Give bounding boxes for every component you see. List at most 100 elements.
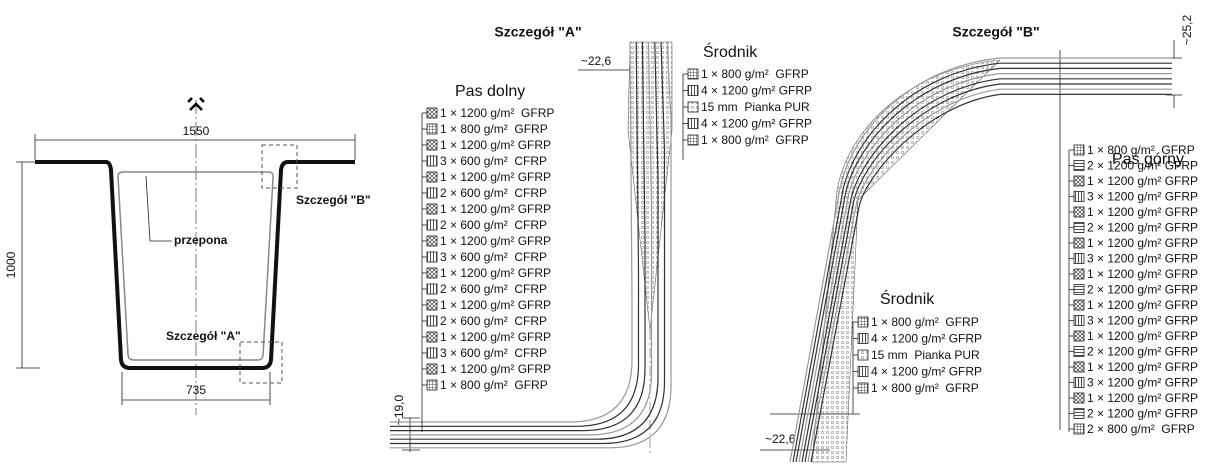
layer-icon <box>1073 175 1085 187</box>
list-title: Pas górny <box>1112 151 1184 168</box>
layer-label: 2 × 600 g/m² CFRP <box>440 282 547 296</box>
flange-thickness: ~25,2 <box>1180 14 1194 45</box>
layer-label: 1 × 1200 g/m² GFRP <box>1087 298 1198 312</box>
layer-icon <box>857 349 869 361</box>
layer-icon <box>1073 237 1085 249</box>
layer-label: 2 × 1200 g/m² GFRP <box>1087 345 1198 359</box>
layer-label: 3 × 600 g/m² CFRP <box>440 154 547 168</box>
laminate-line <box>801 78 1172 463</box>
dim-height: 1000 <box>4 251 18 278</box>
layer-label: 1 × 1200 g/m² GFRP <box>440 234 551 248</box>
layer-label: 3 × 600 g/m² CFRP <box>440 346 547 360</box>
layer-label: 3 × 1200 g/m² GFRP <box>1087 190 1198 204</box>
layer-label: 1 × 1200 g/m² GFRP <box>440 170 551 184</box>
laminate-line <box>789 57 1172 463</box>
dim-width: 1550 <box>183 124 210 138</box>
layer-icon <box>426 235 438 247</box>
detail-b-ref: Szczegół "B" <box>296 193 371 207</box>
layer-icon <box>687 134 699 146</box>
layer-label: 2 × 1200 g/m² GFRP <box>1087 407 1198 421</box>
layer-label: 1 × 800 g/m² GFRP <box>871 315 979 329</box>
laminate-line <box>804 83 1172 463</box>
web-thickness: ~22,6 <box>765 432 796 446</box>
layer-icon <box>426 347 438 359</box>
laminate-line <box>807 88 1172 463</box>
layer-icon <box>1073 253 1085 264</box>
layer-label: 3 × 600 g/m² CFRP <box>440 250 547 264</box>
layer-label: 2 × 800 g/m² GFRP <box>1087 422 1195 436</box>
layer-icon <box>687 118 699 129</box>
layer-label: 1 × 800 g/m² GFRP <box>1087 143 1195 157</box>
layer-icon <box>1073 392 1085 404</box>
layer-label: 3 × 1200 g/m² GFRP <box>1087 252 1198 266</box>
layer-icon <box>857 316 869 328</box>
laminate-line <box>390 41 666 445</box>
detail-title: Szczegół "B" <box>952 24 1039 40</box>
layer-label: 2 × 1200 g/m² GFRP <box>1087 283 1198 297</box>
layer-icon <box>1073 268 1085 280</box>
layer-label: 4 × 1200 g/m² GFRP <box>701 117 812 131</box>
laminate-line <box>390 41 659 440</box>
dim-bottom: 735 <box>186 383 206 397</box>
layer-icon <box>1073 330 1085 342</box>
detail-a-ref: Szczegół "A" <box>166 329 241 343</box>
layer-label: 1 × 1200 g/m² GFRP <box>440 362 551 376</box>
layer-icon <box>426 155 438 167</box>
layer-label: 2 × 600 g/m² CFRP <box>440 218 547 232</box>
layer-icon <box>1073 206 1085 218</box>
layer-label: 1 × 1200 g/m² GFRP <box>1087 391 1198 405</box>
layer-label: 3 × 1200 g/m² GFRP <box>1087 314 1198 328</box>
layer-label: 4 × 1200 g/m² GFRP <box>871 365 982 379</box>
layer-icon <box>426 331 438 343</box>
overview: 1550 1000 735 przepona Szczegół "B" Szcz… <box>4 97 371 415</box>
layer-icon <box>1073 299 1085 311</box>
layer-label: 15 mm Pianka PUR <box>701 100 810 114</box>
layer-icon <box>1073 222 1085 233</box>
layer-icon <box>426 299 438 311</box>
layer-label: 1 × 1200 g/m² GFRP <box>1087 205 1198 219</box>
layer-label: 1 × 1200 g/m² GFRP <box>1087 236 1198 250</box>
layer-label: 4 × 1200 g/m² GFRP <box>701 84 812 98</box>
diaphragm-label: przepona <box>174 233 228 247</box>
detail-a: Szczegół "A" ~22,6 ~19,0 Pas dolny 1 × 12… <box>390 24 812 455</box>
layer-icon <box>426 123 438 135</box>
laminate-line <box>390 41 640 427</box>
flange-thickness: ~19,0 <box>392 394 406 425</box>
layer-label: 1 × 1200 g/m² GFRP <box>440 330 551 344</box>
layer-icon <box>687 101 699 113</box>
layer-label: 2 × 600 g/m² CFRP <box>440 314 547 328</box>
layer-icon <box>426 203 438 215</box>
layer-label: 1 × 1200 g/m² GFRP <box>440 298 551 312</box>
laminate-line <box>390 41 672 449</box>
layer-label: 15 mm Pianka PUR <box>871 348 980 362</box>
layer-icon <box>426 251 438 263</box>
layer-label: 1 × 1200 g/m² GFRP <box>440 106 554 120</box>
layer-label: 2 × 600 g/m² CFRP <box>440 186 547 200</box>
layer-icon <box>1073 408 1085 419</box>
layer-icon <box>1073 346 1085 357</box>
layer-label: 2 × 1200 g/m² GFRP <box>1087 159 1198 173</box>
layer-label: 1 × 800 g/m² GFRP <box>440 378 548 392</box>
layer-label: 1 × 1200 g/m² GFRP <box>440 266 551 280</box>
layer-label: 4 × 1200 g/m² GFRP <box>871 332 982 346</box>
layer-icon <box>687 85 699 96</box>
layer-icon <box>426 283 438 295</box>
list-title: Środnik <box>880 289 935 308</box>
layer-label: 1 × 800 g/m² GFRP <box>440 122 548 136</box>
layer-icon <box>1073 315 1085 326</box>
layer-icon <box>426 363 438 375</box>
detail-title: Szczegół "A" <box>494 24 581 40</box>
layer-icon <box>426 315 438 327</box>
layer-label: 1 × 1200 g/m² GFRP <box>1087 267 1198 281</box>
layer-label: 1 × 800 g/m² GFRP <box>701 133 809 147</box>
layer-icon <box>426 187 438 199</box>
layer-icon <box>426 267 438 279</box>
layer-label: 1 × 800 g/m² GFRP <box>701 67 809 81</box>
layer-label: 2 × 1200 g/m² GFRP <box>1087 221 1198 235</box>
laminate-line <box>798 73 1172 463</box>
layer-icon <box>426 219 438 231</box>
layer-icon <box>1073 191 1085 202</box>
layer-icon <box>687 68 699 80</box>
laminate-line <box>810 93 1172 463</box>
